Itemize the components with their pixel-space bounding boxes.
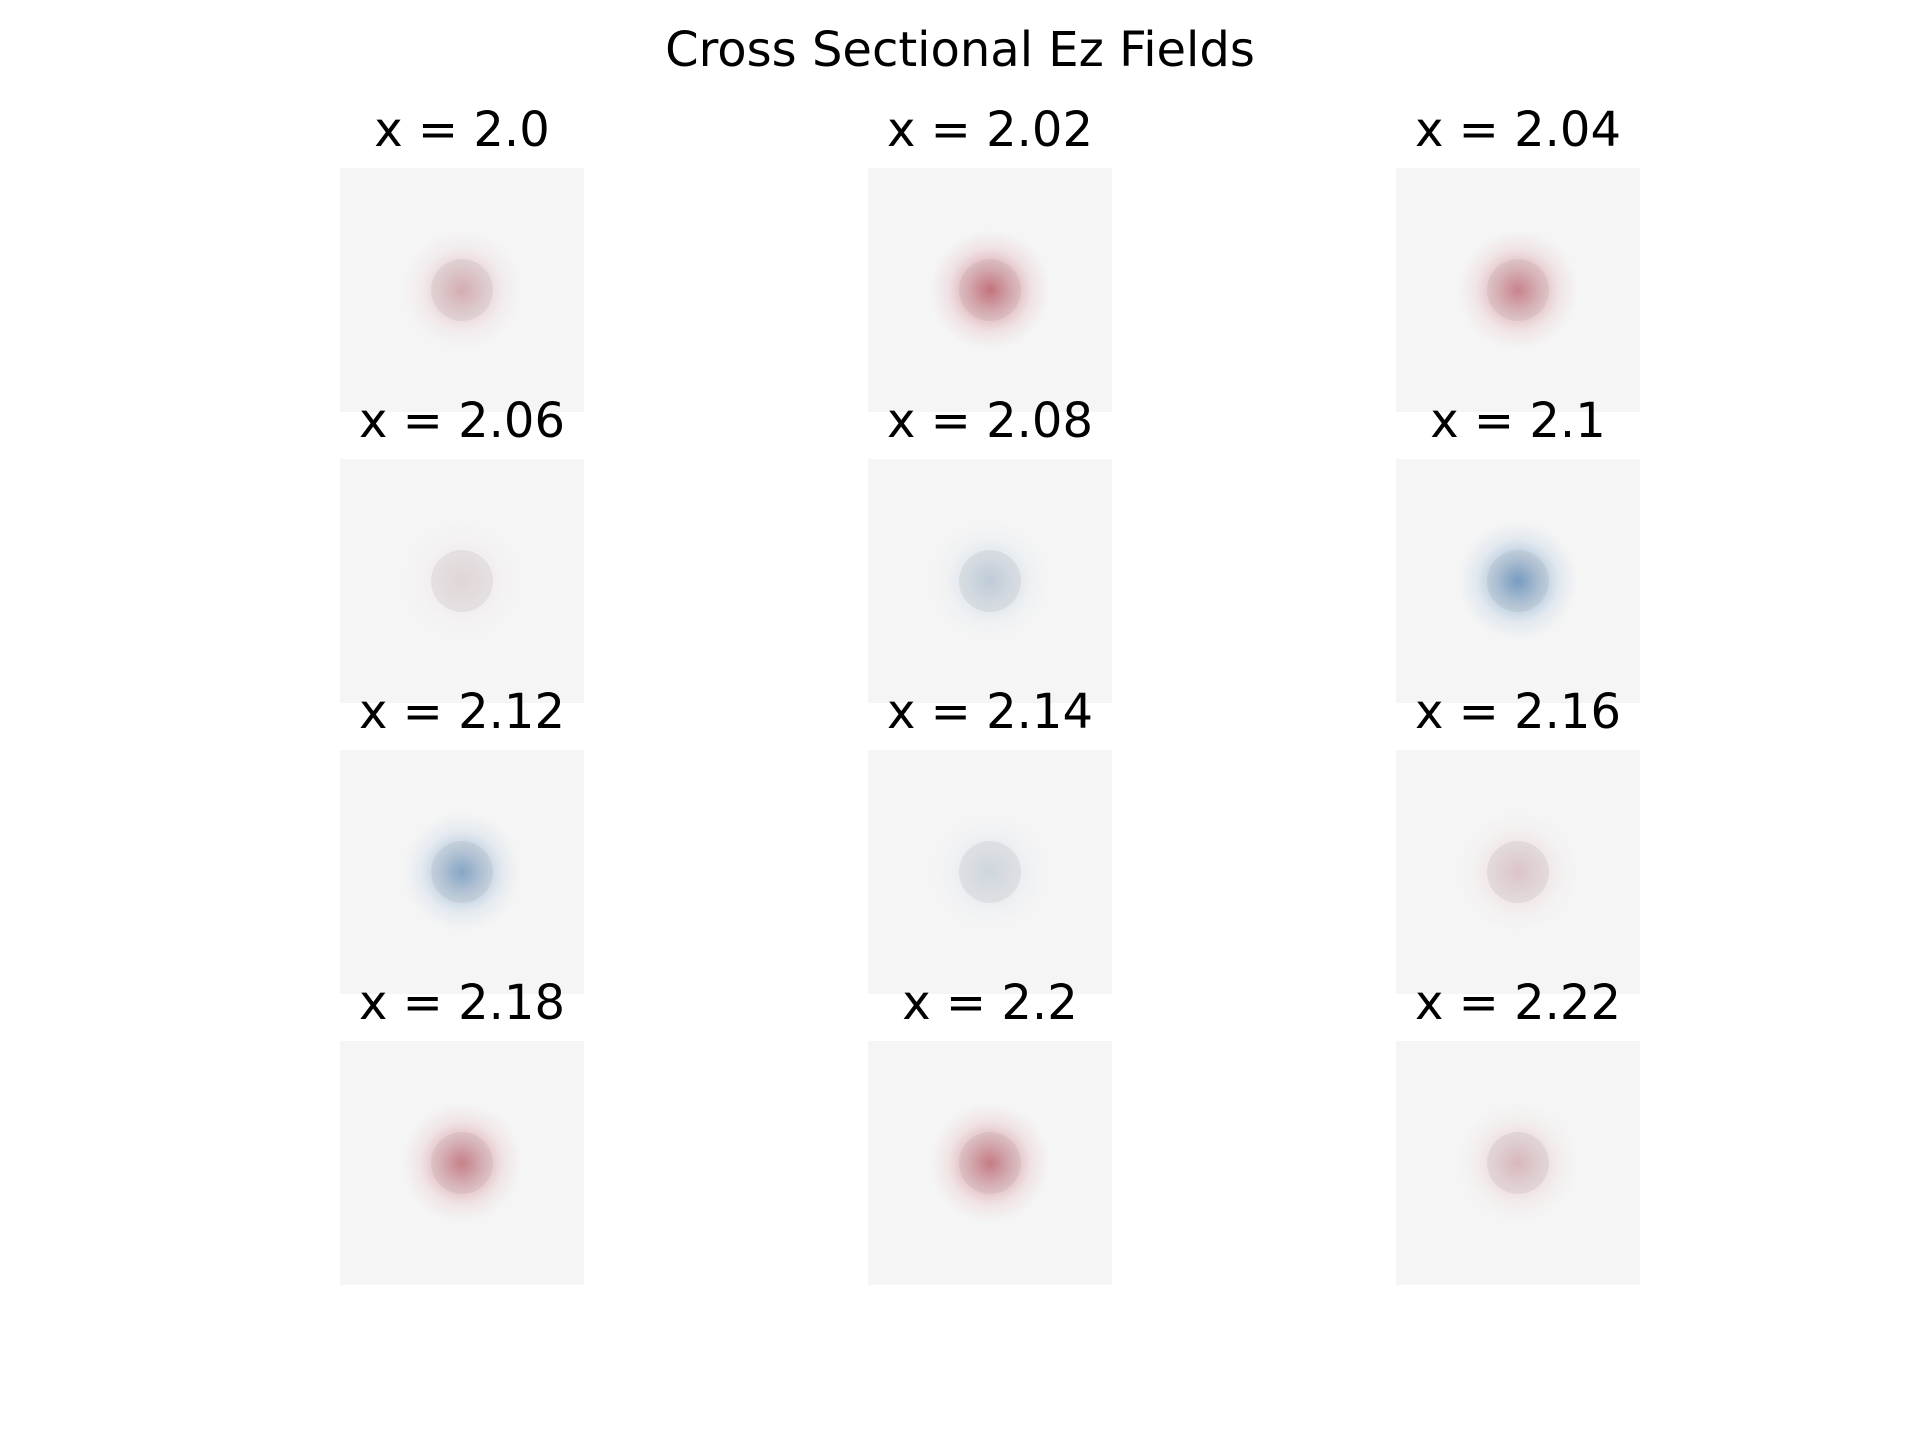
field-glow (1458, 230, 1578, 350)
panel-title: x = 2.18 (358, 975, 565, 1031)
field-glow (930, 1103, 1050, 1223)
waveguide-core (959, 259, 1021, 321)
field-heatmap (340, 459, 584, 703)
waveguide-core (959, 841, 1021, 903)
field-heatmap (1396, 1041, 1640, 1285)
field-heatmap (340, 1041, 584, 1285)
figure-title: Cross Sectional Ez Fields (665, 22, 1255, 78)
field-glow (402, 521, 522, 641)
field-heatmap (868, 168, 1112, 412)
field-heatmap (1396, 459, 1640, 703)
panel-title: x = 2.16 (1414, 684, 1621, 740)
field-heatmap (1396, 750, 1640, 994)
waveguide-core (1487, 1132, 1549, 1194)
waveguide-core (1487, 550, 1549, 612)
field-heatmap (340, 750, 584, 994)
field-glow (402, 230, 522, 350)
panel-title: x = 2.08 (886, 393, 1093, 449)
field-heatmap (340, 168, 584, 412)
waveguide-core (959, 550, 1021, 612)
waveguide-core (431, 1132, 493, 1194)
field-heatmap (868, 750, 1112, 994)
field-heatmap (868, 459, 1112, 703)
waveguide-core (959, 1132, 1021, 1194)
field-glow (402, 812, 522, 932)
field-glow (1458, 1103, 1578, 1223)
field-glow (1458, 812, 1578, 932)
field-glow (402, 1103, 522, 1223)
waveguide-core (1487, 259, 1549, 321)
panel-title: x = 2.22 (1414, 975, 1621, 1031)
panel-title: x = 2.0 (374, 102, 550, 158)
field-heatmap (868, 1041, 1112, 1285)
panel-title: x = 2.02 (886, 102, 1093, 158)
waveguide-core (1487, 841, 1549, 903)
panel-title: x = 2.1 (1430, 393, 1606, 449)
waveguide-core (431, 841, 493, 903)
field-heatmap (1396, 168, 1640, 412)
field-glow (1458, 521, 1578, 641)
panel-title: x = 2.06 (358, 393, 565, 449)
panel-title: x = 2.2 (902, 975, 1078, 1031)
panel-title: x = 2.04 (1414, 102, 1621, 158)
panel-title: x = 2.14 (886, 684, 1093, 740)
field-glow (930, 230, 1050, 350)
waveguide-core (431, 259, 493, 321)
waveguide-core (431, 550, 493, 612)
field-glow (930, 521, 1050, 641)
panel-title: x = 2.12 (358, 684, 565, 740)
field-glow (930, 812, 1050, 932)
